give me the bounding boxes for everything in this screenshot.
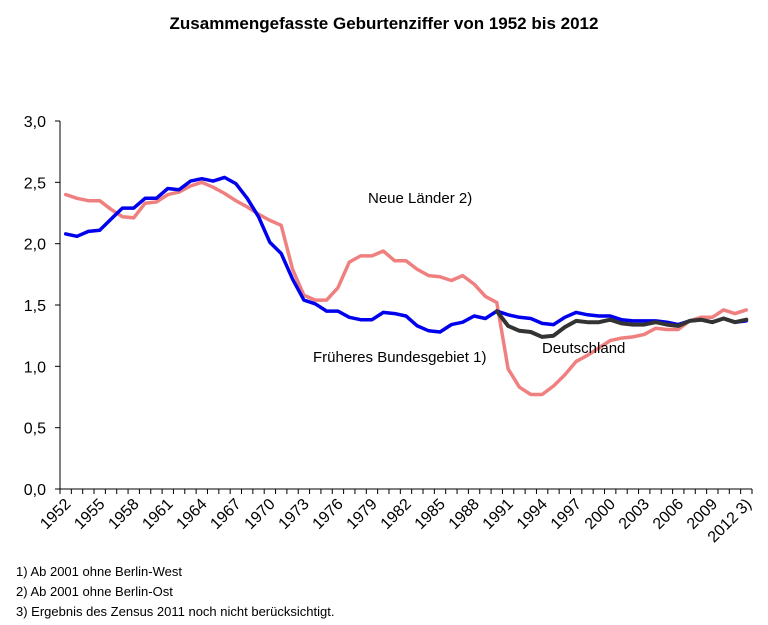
- chart-series: [63, 175, 749, 397]
- chart-title: Zusammengefasste Geburtenziffer von 1952…: [169, 14, 599, 33]
- x-tick-label: 1979: [344, 496, 381, 533]
- series-label-frueheres: Früheres Bundesgebiet 1): [313, 349, 486, 366]
- x-tick-label: 2000: [582, 496, 619, 533]
- y-tick-label: 1,5: [24, 298, 46, 315]
- series-line-deutschland: [494, 309, 749, 339]
- x-tick-label: 2006: [650, 496, 687, 533]
- series-label-neue: Neue Länder 2): [368, 190, 472, 207]
- x-tick-label: 1976: [310, 496, 347, 533]
- x-tick-label: 1967: [207, 496, 244, 533]
- series-labels: Früheres Bundesgebiet 1) Neue Länder 2) De…: [313, 190, 625, 366]
- x-tick-label: 1952: [37, 496, 74, 533]
- footnotes: 1) Ab 2001 ohne Berlin-West 2) Ab 2001 o…: [16, 562, 334, 622]
- chart-axes: 0,00,51,01,52,02,53,01952195519581961196…: [24, 114, 755, 546]
- x-tick-label: 1994: [514, 496, 551, 533]
- x-tick-label: 1973: [276, 496, 313, 533]
- series-line-neue: [63, 180, 749, 397]
- footnote-3: 3) Ergebnis des Zensus 2011 noch nicht b…: [16, 604, 335, 619]
- x-tick-label: 1991: [480, 496, 517, 533]
- footnote-1: 1) Ab 2001 ohne Berlin-West: [16, 564, 182, 579]
- x-tick-label: 2003: [616, 496, 653, 533]
- y-tick-label: 1,0: [24, 359, 46, 376]
- y-tick-label: 2,5: [24, 175, 46, 192]
- series-line-frueheres: [63, 175, 749, 334]
- x-tick-label: 1997: [548, 496, 585, 533]
- y-tick-label: 0,5: [24, 421, 46, 438]
- footnote-2: 2) Ab 2001 ohne Berlin-Ost: [16, 584, 173, 599]
- series-label-deutschland: Deutschland: [542, 340, 625, 357]
- x-tick-label: 1970: [242, 496, 279, 533]
- x-tick-label: 1964: [173, 496, 210, 533]
- x-tick-label: 1982: [378, 496, 415, 533]
- y-tick-label: 2,0: [24, 237, 46, 254]
- x-tick-label: 1958: [105, 496, 142, 533]
- x-tick-label: 1955: [71, 496, 108, 533]
- y-tick-label: 0,0: [24, 482, 46, 499]
- x-tick-label: 1988: [446, 496, 483, 533]
- y-tick-label: 3,0: [24, 114, 46, 131]
- x-tick-label: 1961: [139, 496, 176, 533]
- x-tick-label: 1985: [412, 496, 449, 533]
- line-chart: 0,00,51,01,52,02,53,01952195519581961196…: [24, 114, 755, 546]
